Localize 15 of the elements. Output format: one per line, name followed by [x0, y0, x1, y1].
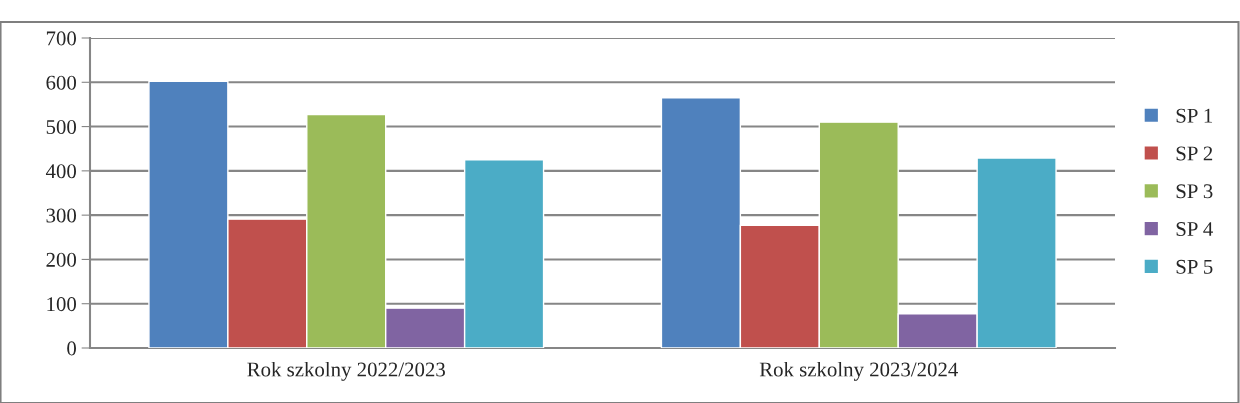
legend-label: SP 5 [1176, 259, 1213, 274]
legend-label: SP 2 [1176, 146, 1213, 161]
y-tick-label: 200 [46, 252, 77, 267]
legend-label: SP 4 [1176, 222, 1213, 237]
legend-label: SP 1 [1176, 108, 1213, 123]
y-tick-label: 700 [46, 31, 77, 46]
y-tick-label: 0 [67, 341, 77, 356]
y-tick-label: 100 [47, 297, 77, 312]
y-tick-label: 300 [46, 208, 77, 223]
y-tick-label: 500 [46, 119, 77, 134]
x-tick-label: Rok szkolny 2023/2024 [759, 361, 958, 381]
y-tick-label: 600 [46, 75, 77, 90]
x-tick-label: Rok szkolny 2022/2023 [247, 361, 445, 381]
legend-label: SP 3 [1176, 184, 1213, 199]
y-tick-label: 400 [45, 164, 77, 179]
